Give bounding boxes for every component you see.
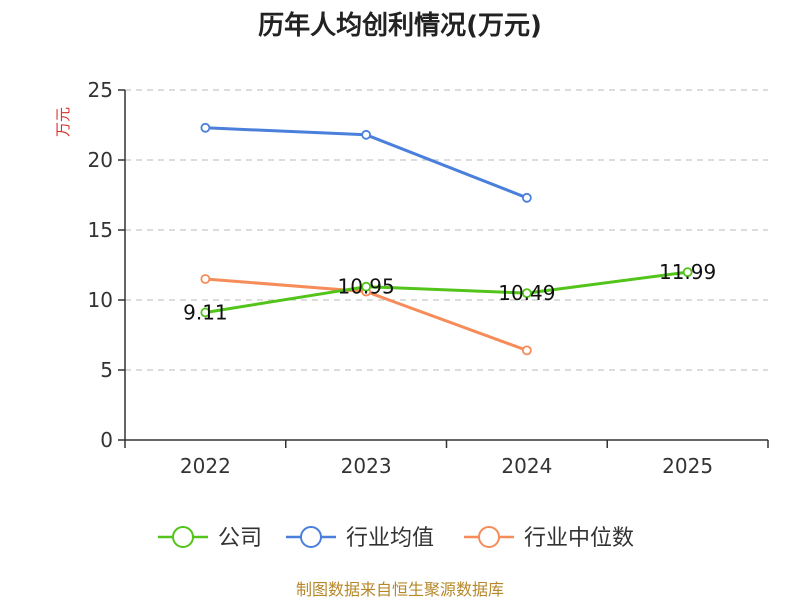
data-label: 11.99 <box>659 260 716 284</box>
series-1 <box>200 122 532 203</box>
chart-title: 历年人均创利情况(万元) <box>258 10 542 41</box>
y-tick-label: 15 <box>88 218 113 242</box>
legend-marker <box>172 526 194 548</box>
data-point[interactable] <box>361 281 372 292</box>
data-point[interactable] <box>200 122 211 133</box>
data-point[interactable] <box>521 288 532 299</box>
series-group <box>200 122 693 356</box>
y-tick-label: 5 <box>100 358 113 382</box>
series-0 <box>200 267 693 318</box>
data-point[interactable] <box>521 345 532 356</box>
legend[interactable]: 公司 行业均值 行业中位数 <box>158 526 634 551</box>
legend-marker <box>478 526 500 548</box>
x-tick-label: 2023 <box>341 454 392 478</box>
y-tick-label: 25 <box>88 78 113 102</box>
legend-label: 行业中位数 <box>524 526 634 551</box>
x-tick-label: 2024 <box>501 454 552 478</box>
source-note: 制图数据来自恒生聚源数据库 <box>296 580 504 599</box>
legend-label: 行业均值 <box>346 526 434 551</box>
y-axis-label: 万元 <box>54 107 72 137</box>
y-tick-label: 0 <box>100 428 113 452</box>
data-point[interactable] <box>200 274 211 284</box>
legend-item-1[interactable]: 行业均值 <box>286 526 434 551</box>
y-tick-label: 10 <box>88 288 113 312</box>
legend-label: 公司 <box>218 526 262 551</box>
legend-marker <box>300 526 322 548</box>
legend-item-0[interactable]: 公司 <box>158 526 262 551</box>
data-point[interactable] <box>682 267 693 278</box>
data-label: 9.11 <box>183 300 228 324</box>
x-tick-label: 2022 <box>180 454 231 478</box>
series-line <box>205 270 688 314</box>
legend-item-2[interactable]: 行业中位数 <box>464 526 634 551</box>
grid-lines <box>125 89 768 371</box>
data-label: 10.95 <box>337 275 394 299</box>
x-tick-label: 2025 <box>662 454 713 478</box>
data-point[interactable] <box>361 129 372 140</box>
data-labels: 9.11 10.95 10.49 11.99 <box>183 260 716 324</box>
y-tick-label: 20 <box>88 148 113 172</box>
data-point[interactable] <box>200 307 211 318</box>
data-label: 10.49 <box>498 281 555 305</box>
data-point[interactable] <box>521 192 532 203</box>
